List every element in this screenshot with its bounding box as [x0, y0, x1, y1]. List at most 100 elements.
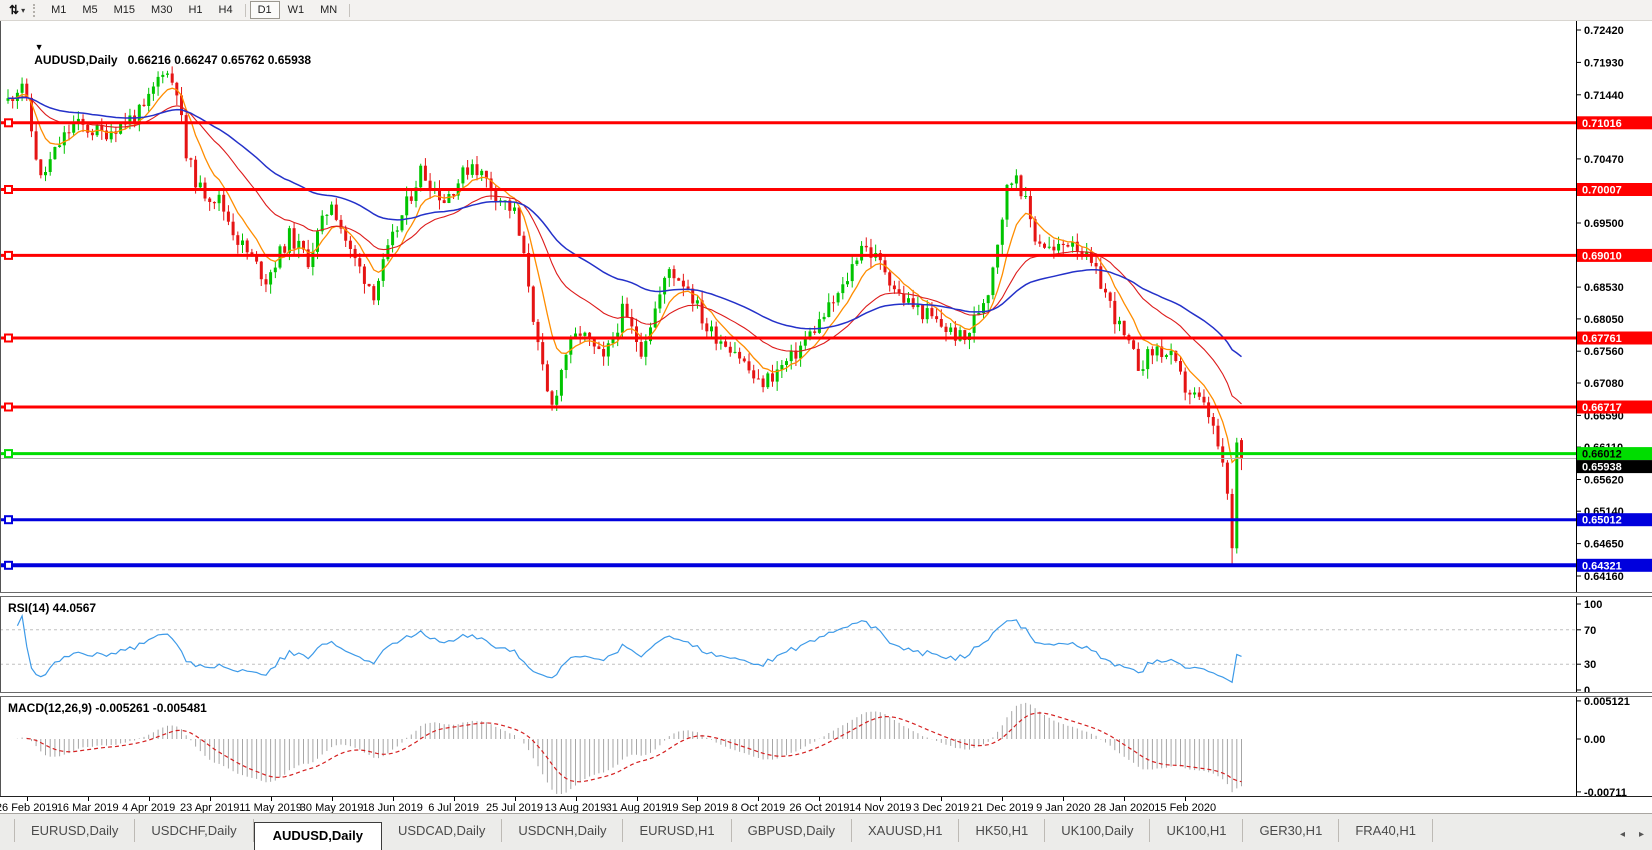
- chart-tab-fra40-h1[interactable]: FRA40,H1: [1339, 819, 1434, 842]
- date-tick: [880, 797, 882, 801]
- svg-text:0.71016: 0.71016: [1582, 118, 1622, 130]
- timeframe-button-m5[interactable]: M5: [74, 1, 105, 19]
- svg-text:0.66012: 0.66012: [1582, 449, 1622, 461]
- timeframe-button-mn[interactable]: MN: [312, 1, 345, 19]
- tabs-scroll-left-icon[interactable]: ◂: [1619, 829, 1625, 840]
- date-tick: [1124, 797, 1126, 801]
- chart-tab-uk100-h1[interactable]: UK100,H1: [1150, 819, 1244, 842]
- date-label: 6 Jul 2019: [428, 802, 479, 814]
- svg-text:0.69500: 0.69500: [1584, 218, 1624, 230]
- date-label: 15 Feb 2020: [1154, 802, 1217, 814]
- date-label: 21 Dec 2019: [971, 802, 1034, 814]
- chart-tab-gbpusd-daily[interactable]: GBPUSD,Daily: [732, 819, 853, 842]
- date-label: 14 Nov 2019: [849, 802, 912, 814]
- timeframe-button-m15[interactable]: M15: [106, 1, 143, 19]
- date-tick: [758, 797, 760, 801]
- date-tick: [819, 797, 821, 801]
- chart-tab-ger30-h1[interactable]: GER30,H1: [1243, 819, 1340, 842]
- chart-window: 0.72420 0.71930 0.71440 0.70470 0.69500 0.685…: [0, 21, 1652, 818]
- tabs-scroll-right-icon[interactable]: ▸: [1638, 829, 1644, 840]
- date-label: 19 Sep 2019: [666, 802, 729, 814]
- date-tick: [1063, 797, 1065, 801]
- timeframe-button-m30[interactable]: M30: [143, 1, 180, 19]
- chart-tab-eurusd-daily[interactable]: EURUSD,Daily: [14, 819, 136, 842]
- date-label: 30 May 2019: [299, 802, 364, 814]
- date-label: 8 Oct 2019: [731, 802, 786, 814]
- toolbar-separator: [349, 3, 351, 17]
- timeframe-button-h4[interactable]: H4: [211, 1, 241, 19]
- chart-tab-hk50-h1[interactable]: HK50,H1: [959, 819, 1046, 842]
- chart-tab-usdcad-daily[interactable]: USDCAD,Daily: [382, 819, 503, 842]
- svg-text:-0.00711: -0.00711: [1584, 787, 1627, 796]
- chart-tab-audusd-daily[interactable]: AUDUSD,Daily: [253, 822, 382, 850]
- date-label: 16 Mar 2019: [56, 802, 119, 814]
- panel-splitter[interactable]: [0, 592, 1652, 597]
- date-label: 23 Apr 2019: [180, 802, 240, 814]
- date-label: 11 May 2019: [239, 802, 302, 814]
- svg-text:0.67761: 0.67761: [1582, 333, 1622, 345]
- date-tick: [575, 797, 577, 801]
- svg-text:0.65012: 0.65012: [1582, 515, 1622, 527]
- chart-title-ohlc: 0.66216 0.66247 0.65762 0.65938: [127, 53, 312, 67]
- timeframe-button-w1[interactable]: W1: [280, 1, 313, 19]
- date-label: 26 Oct 2019: [789, 802, 850, 814]
- svg-text:0.00: 0.00: [1584, 734, 1605, 746]
- dropdown-caret-icon: ▾: [21, 5, 26, 15]
- date-tick: [453, 797, 455, 801]
- date-label: 13 Aug 2019: [544, 802, 607, 814]
- svg-text:0.70470: 0.70470: [1584, 154, 1624, 166]
- date-label: 31 Aug 2019: [605, 802, 668, 814]
- price-chart-canvas[interactable]: 0.72420 0.71930 0.71440 0.70470 0.69500 0.685…: [0, 21, 1652, 592]
- toolbar-separator: [244, 3, 246, 17]
- chart-tab-xauusd-h1[interactable]: XAUUSD,H1: [852, 819, 960, 842]
- panel-splitter[interactable]: [0, 692, 1652, 697]
- chart-tab-eurusd-h1[interactable]: EURUSD,H1: [623, 819, 732, 842]
- svg-text:0.69010: 0.69010: [1582, 250, 1622, 262]
- date-label: 4 Apr 2019: [122, 802, 176, 814]
- macd-panel[interactable]: 0.005121 0.00 -0.00711 MACD(12,26,9) -0.00…: [0, 697, 1652, 796]
- chart-tab-uk100-daily[interactable]: UK100,Daily: [1045, 819, 1151, 842]
- svg-text:0.71930: 0.71930: [1584, 57, 1624, 69]
- date-tick: [87, 797, 89, 801]
- date-tick: [148, 797, 150, 801]
- date-axis[interactable]: 26 Feb 2019 16 Mar 2019 4 Apr 2019 23 Apr 2…: [0, 796, 1652, 818]
- date-label: 25 Jul 2019: [486, 802, 543, 814]
- price-panel[interactable]: 0.72420 0.71930 0.71440 0.70470 0.69500 0.685…: [0, 21, 1652, 592]
- svg-text:0: 0: [1584, 685, 1590, 692]
- arrows-tool-button[interactable]: ⇅ ▾: [5, 2, 29, 18]
- svg-text:0.70007: 0.70007: [1582, 185, 1622, 197]
- timeframe-button-h1[interactable]: H1: [180, 1, 210, 19]
- timeframe-button-d1[interactable]: D1: [249, 1, 280, 19]
- date-tick: [697, 797, 699, 801]
- collapse-arrow-icon[interactable]: ▼: [34, 42, 44, 52]
- chart-title: ▼ AUDUSD,Daily 0.66216 0.66247 0.65762 0.…: [8, 25, 311, 81]
- date-label: 28 Jan 2020: [1093, 802, 1155, 814]
- rsi-canvas[interactable]: 100 70 30 0: [0, 597, 1652, 692]
- date-tick: [209, 797, 211, 801]
- rsi-panel[interactable]: 100 70 30 0 RSI(14) 44.0567: [0, 597, 1652, 692]
- timeframe-button-m1[interactable]: M1: [43, 1, 74, 19]
- date-tick: [514, 797, 516, 801]
- macd-canvas[interactable]: 0.005121 0.00 -0.00711: [0, 697, 1652, 796]
- toolbar-grip: [33, 3, 37, 17]
- chart-tabs: EURUSD,Daily USDCHF,Daily AUDUSD,Daily USDC…: [0, 813, 1652, 850]
- date-tick: [941, 797, 943, 801]
- svg-text:0.68530: 0.68530: [1584, 282, 1624, 294]
- svg-text:30: 30: [1584, 659, 1596, 671]
- date-label: 26 Feb 2019: [0, 802, 58, 814]
- svg-text:0.005121: 0.005121: [1584, 697, 1630, 708]
- date-tick: [636, 797, 638, 801]
- svg-text:0.64160: 0.64160: [1584, 571, 1624, 583]
- chart-tab-usdcnh-daily[interactable]: USDCNH,Daily: [502, 819, 624, 842]
- date-tick: [1002, 797, 1004, 801]
- svg-text:100: 100: [1584, 599, 1602, 611]
- macd-label: MACD(12,26,9) -0.005261 -0.005481: [8, 701, 207, 715]
- rsi-label: RSI(14) 44.0567: [8, 601, 97, 615]
- timeframe-toolbar: ⇅ ▾ M1 M5 M15 M30 H1 H4 D1 W1 MN: [0, 0, 1652, 21]
- svg-text:0.71440: 0.71440: [1584, 90, 1624, 102]
- chart-tab-usdchf-daily[interactable]: USDCHF,Daily: [135, 819, 254, 842]
- date-tick: [1185, 797, 1187, 801]
- svg-text:0.72420: 0.72420: [1584, 25, 1624, 37]
- svg-text:0.64321: 0.64321: [1582, 560, 1622, 572]
